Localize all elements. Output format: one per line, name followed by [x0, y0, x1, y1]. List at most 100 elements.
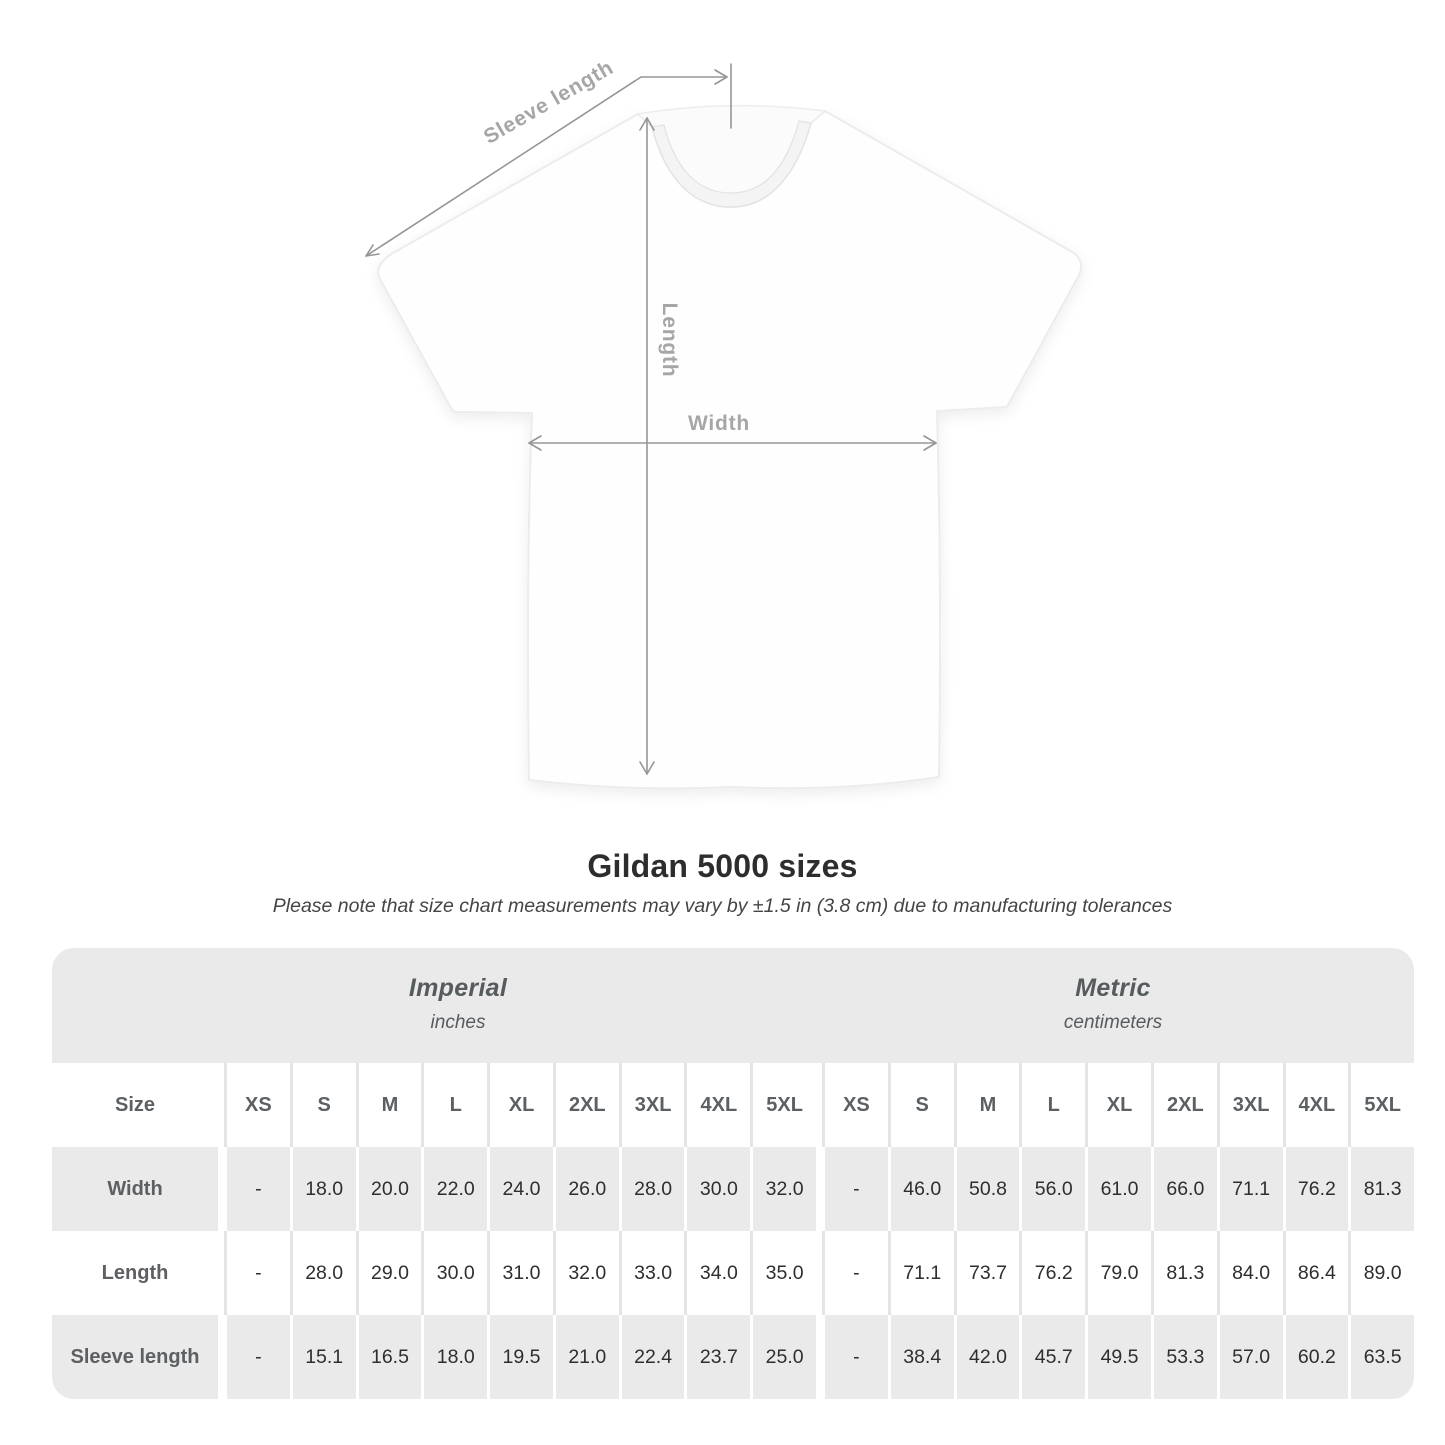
row-label: Width	[52, 1147, 218, 1231]
table-cell: 28.0	[289, 1231, 356, 1315]
row-label: Sleeve length	[52, 1315, 218, 1399]
table-cell: 61.0	[1085, 1147, 1151, 1231]
metric-group-header: Metric centimeters	[1064, 974, 1162, 1034]
size-column-header: 2XL	[552, 1063, 619, 1147]
tshirt-svg: Sleeve length Length Width	[365, 56, 1083, 790]
size-column-header: M	[953, 1063, 1020, 1147]
size-column-header: XL	[1085, 1063, 1151, 1147]
table-cell: 34.0	[684, 1231, 750, 1315]
size-header-label: Size	[114, 1093, 156, 1116]
tshirt-collar-band	[651, 120, 812, 208]
imperial-label: Imperial	[408, 974, 508, 1002]
imperial-unit: inches	[430, 1012, 486, 1033]
table-row-width: Width -18.0 20.0 22.0 24.0 26.0 28.0 30.0 32.0-4…	[52, 1147, 1415, 1231]
table-cell: 21.0	[552, 1315, 619, 1399]
table-cell: 81.3	[1150, 1231, 1217, 1315]
table-cell: -	[224, 1315, 290, 1399]
size-column-header: 3XL	[618, 1063, 685, 1147]
tshirt-graphic	[377, 104, 1083, 790]
table-cell: 86.4	[1282, 1231, 1349, 1315]
size-column-header: XS	[822, 1063, 888, 1147]
size-column-header: 4XL	[684, 1063, 750, 1147]
table-cell: 31.0	[487, 1231, 553, 1315]
table-cell: 53.3	[1150, 1315, 1217, 1399]
table-cell: -	[822, 1231, 888, 1315]
table-cell: 33.0	[618, 1231, 685, 1315]
size-column-header: L	[1019, 1063, 1085, 1147]
table-cell: 63.5	[1348, 1315, 1415, 1399]
length-label: Length	[658, 303, 681, 378]
table-body: Size XS S M L XL 2XL 3XL 4XL 5XL XS S M L XL 2XL 3XL 4XL 5…	[52, 1063, 1415, 1399]
table-cell: 18.0	[421, 1315, 488, 1399]
width-arrow	[528, 435, 937, 451]
table-cell: -	[822, 1147, 888, 1231]
size-chart-table: Imperial inches Metric centimeters Size X…	[52, 948, 1415, 1399]
table-cell: 22.0	[421, 1147, 488, 1231]
metric-label: Metric	[1075, 974, 1151, 1002]
size-column-header: 2XL	[1150, 1063, 1217, 1147]
size-column-header: XL	[487, 1063, 553, 1147]
table-cell: 49.5	[1085, 1315, 1151, 1399]
unit-group-header: Imperial inches Metric centimeters	[52, 948, 1414, 1063]
size-column-header: 5XL	[750, 1063, 816, 1147]
table-row-length: Length -28.0 29.0 30.0 31.0 32.0 33.0 34.0 35.0-…	[52, 1231, 1414, 1315]
sleeve-length-label: Sleeve length	[480, 56, 618, 149]
metric-unit: centimeters	[1063, 1012, 1163, 1033]
table-cell: 46.0	[887, 1147, 954, 1231]
table-cell: 22.4	[618, 1315, 685, 1399]
table-cell: 15.1	[289, 1315, 356, 1399]
table-cell: 32.0	[552, 1231, 619, 1315]
table-cell: 30.0	[684, 1147, 751, 1231]
size-column-header: L	[421, 1063, 487, 1147]
table-cell: 71.1	[887, 1231, 954, 1315]
table-row-sleeve-length: Sleeve length -15.1 16.5 18.0 19.5 21.0 22.4 23…	[52, 1315, 1415, 1399]
table-cell: 38.4	[887, 1315, 954, 1399]
table-cell: 20.0	[355, 1147, 422, 1231]
table-cell: 84.0	[1216, 1231, 1283, 1315]
table-cell: -	[224, 1231, 290, 1315]
table-cell: 29.0	[355, 1231, 422, 1315]
table-cell: 25.0	[750, 1315, 817, 1399]
size-column-header: 5XL	[1348, 1063, 1414, 1147]
table-cell: 19.5	[487, 1315, 553, 1399]
tshirt-measurement-diagram: Sleeve length Length Width	[365, 56, 1083, 790]
table-cell: 28.0	[618, 1147, 685, 1231]
table-cell: 26.0	[552, 1147, 619, 1231]
size-column-header: XS	[224, 1063, 290, 1147]
table-cell: 76.2	[1019, 1231, 1085, 1315]
table-cell: 18.0	[289, 1147, 356, 1231]
table-cell: 81.3	[1348, 1147, 1415, 1231]
size-column-header: S	[887, 1063, 954, 1147]
row-label: Length	[101, 1261, 169, 1284]
table-cell: 60.2	[1282, 1315, 1349, 1399]
tolerance-note: Please note that size chart measurements…	[272, 895, 1173, 917]
table-cell: 24.0	[487, 1147, 553, 1231]
table-cell: 79.0	[1085, 1231, 1151, 1315]
width-label: Width	[688, 412, 750, 435]
table-cell: -	[822, 1315, 888, 1399]
size-column-header: 3XL	[1216, 1063, 1283, 1147]
table-cell: 66.0	[1150, 1147, 1217, 1231]
sleeve-length-arrow	[365, 69, 728, 257]
table-cell: 32.0	[750, 1147, 817, 1231]
table-cell: 89.0	[1348, 1231, 1414, 1315]
size-header-row: Size XS S M L XL 2XL 3XL 4XL 5XL XS S M L XL 2XL 3XL 4XL 5…	[52, 1063, 1414, 1147]
imperial-group-header: Imperial inches	[409, 974, 507, 1034]
table-cell: 71.1	[1216, 1147, 1283, 1231]
table-cell: 35.0	[750, 1231, 816, 1315]
table-cell: 50.8	[953, 1147, 1020, 1231]
table-cell: 76.2	[1282, 1147, 1349, 1231]
table-cell: 30.0	[421, 1231, 487, 1315]
table-cell: 23.7	[684, 1315, 751, 1399]
table-cell: -	[224, 1147, 290, 1231]
length-arrow	[639, 117, 655, 775]
table-cell: 42.0	[953, 1315, 1020, 1399]
size-column-header: M	[355, 1063, 422, 1147]
table-cell: 16.5	[355, 1315, 422, 1399]
table-cell: 73.7	[953, 1231, 1020, 1315]
size-column-header: S	[289, 1063, 356, 1147]
table-cell: 56.0	[1019, 1147, 1086, 1231]
table-cell: 45.7	[1019, 1315, 1086, 1399]
page-title: Gildan 5000 sizes	[587, 848, 858, 884]
tshirt-body	[377, 110, 1083, 790]
